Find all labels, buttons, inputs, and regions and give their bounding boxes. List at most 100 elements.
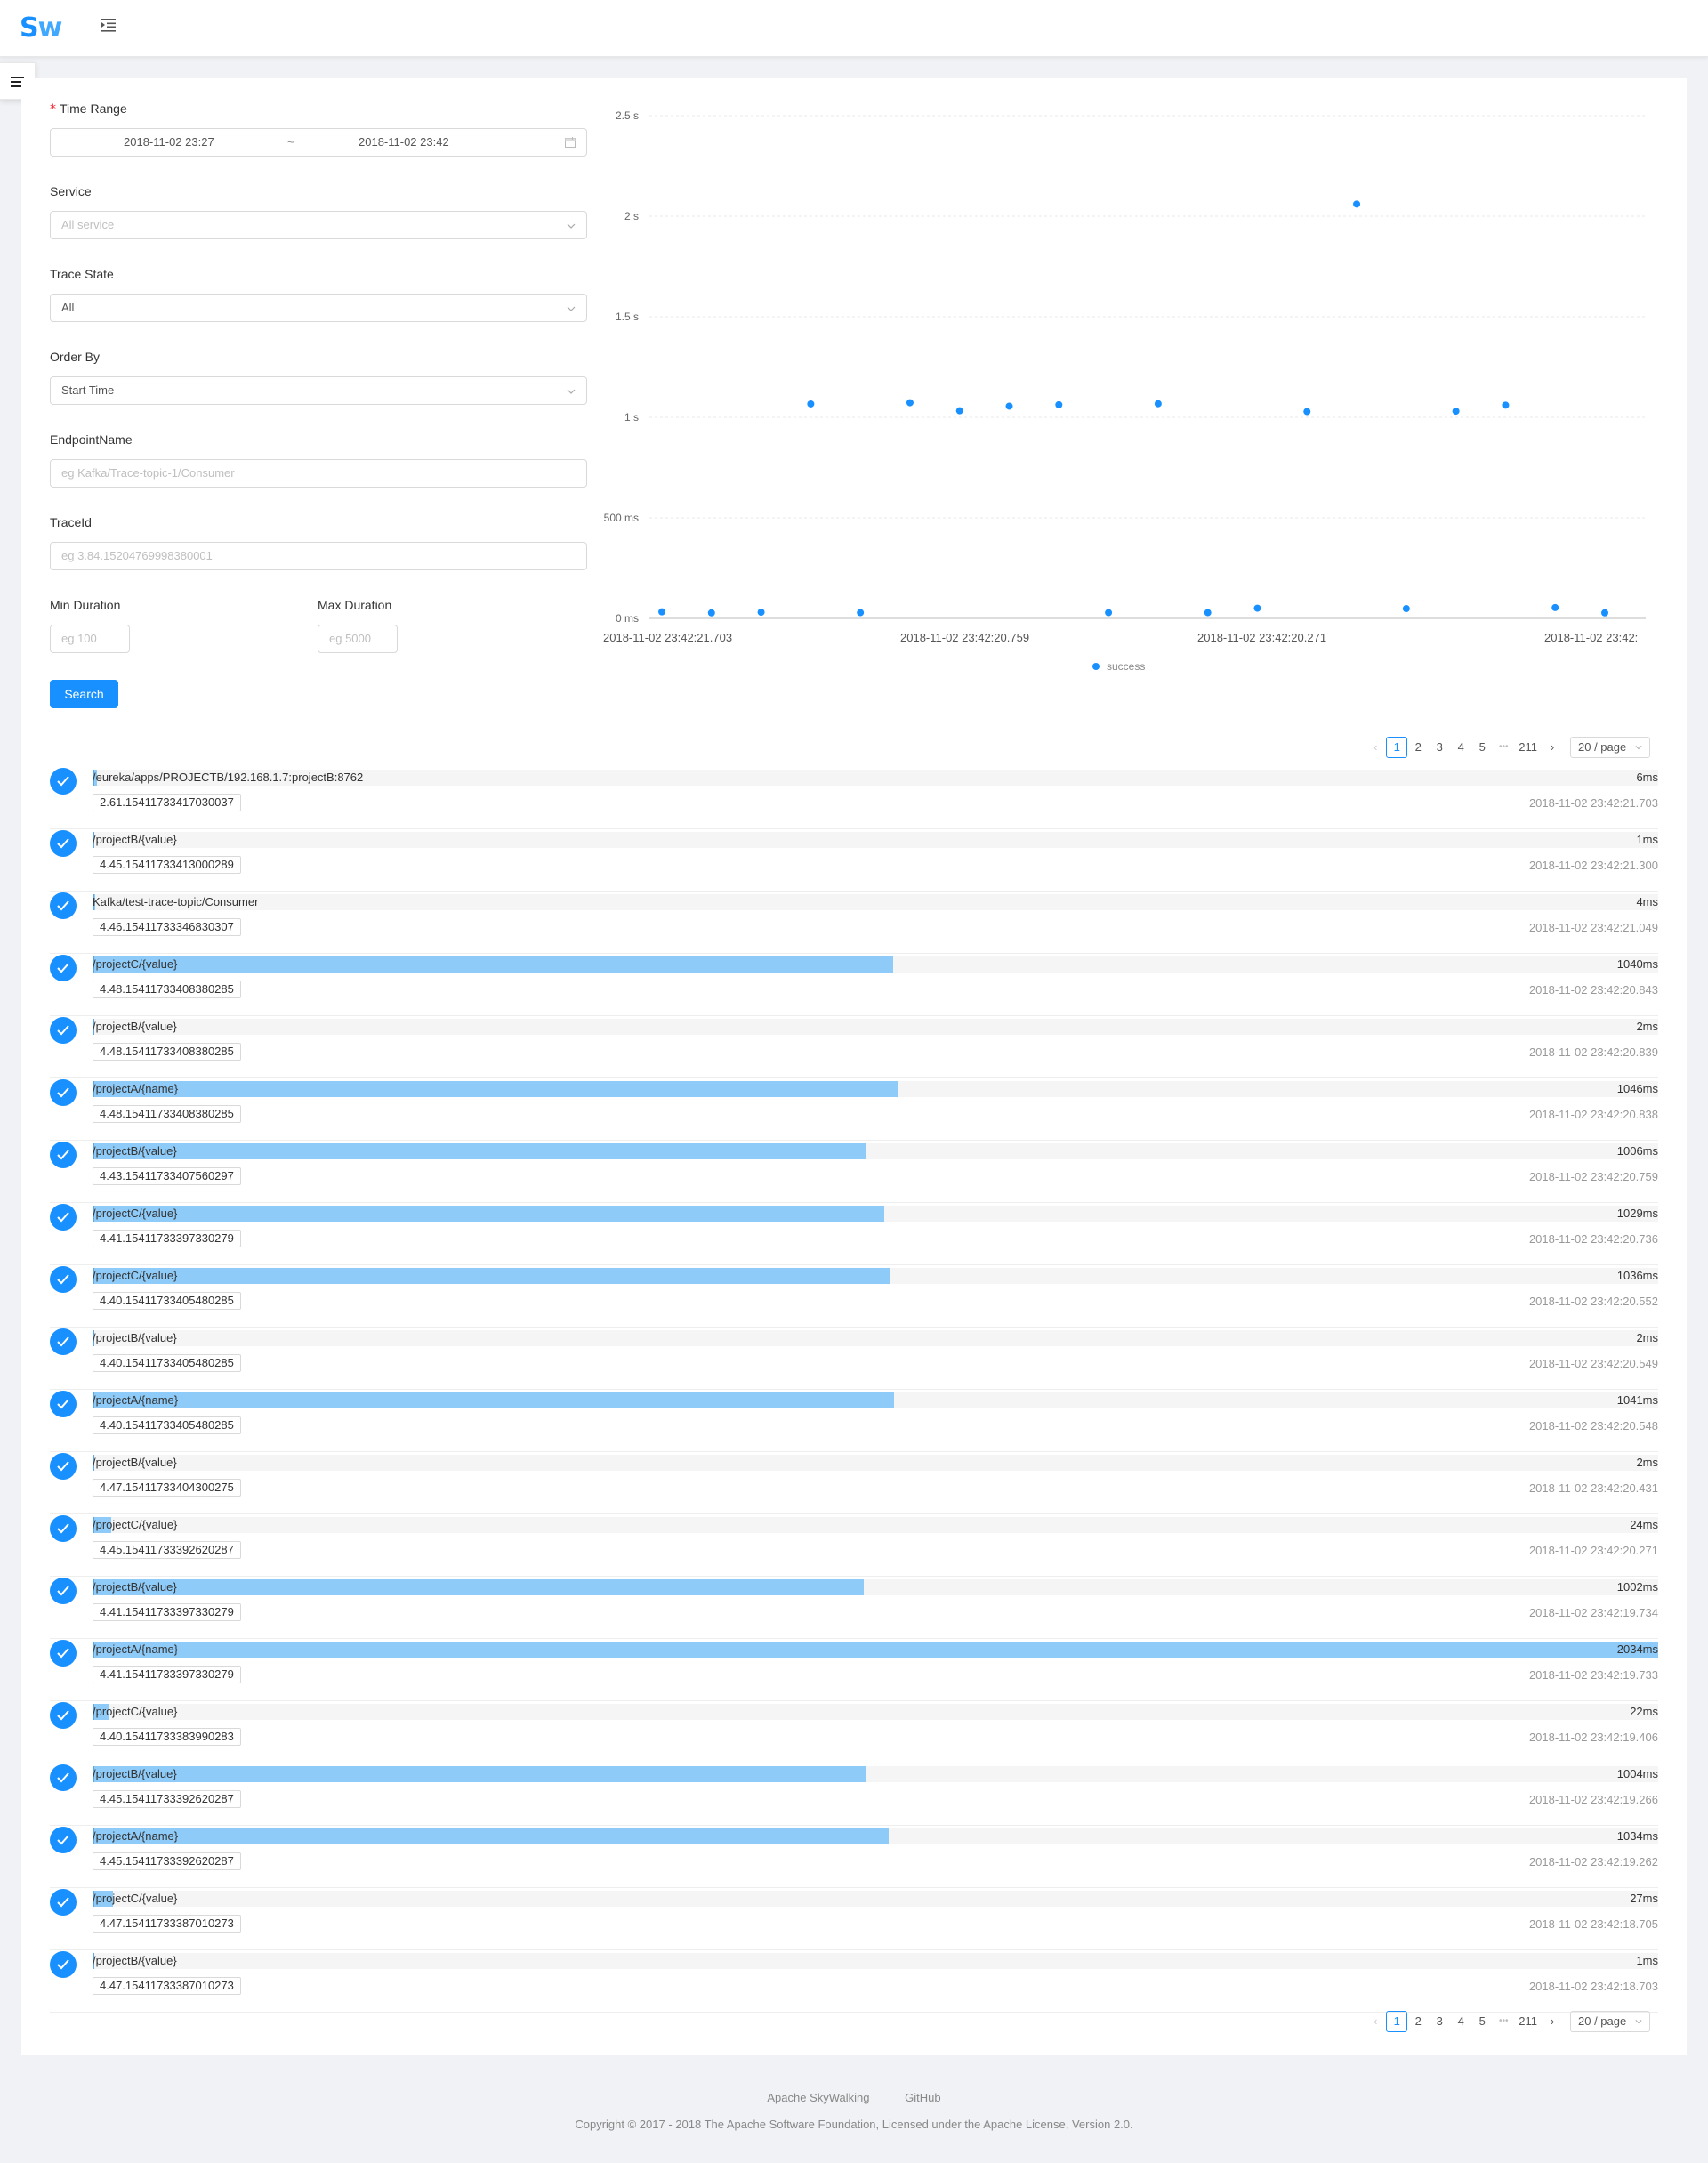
trace-endpoint[interactable]: /eureka/apps/PROJECTB/192.168.1.7:projec… — [93, 771, 364, 784]
trace-row[interactable]: /projectA/{name} 1041ms 4.40.1541173340548… — [50, 1390, 1658, 1452]
duration-point[interactable] — [1105, 609, 1113, 617]
skywalking-logo[interactable]: Sw — [20, 12, 62, 44]
skywalking-link[interactable]: Apache SkyWalking — [767, 2091, 870, 2104]
trace-id-tag[interactable]: 4.40.15411733405480285 — [93, 1354, 241, 1372]
order-by-select[interactable]: Start Time — [50, 376, 587, 405]
trace-endpoint[interactable]: /projectB/{value} — [93, 833, 177, 846]
min-duration-input[interactable]: eg 100 — [50, 625, 130, 653]
trace-row[interactable]: /projectB/{value} 2ms 4.47.154117334043002… — [50, 1452, 1658, 1514]
duration-point[interactable] — [1154, 400, 1162, 408]
page-5-button[interactable]: 5 — [1478, 740, 1486, 754]
github-link[interactable]: GitHub — [905, 2091, 941, 2104]
trace-id-tag[interactable]: 4.47.15411733404300275 — [93, 1479, 241, 1497]
trace-row[interactable]: /projectC/{value} 22ms 4.40.15411733383990… — [50, 1701, 1658, 1763]
trace-row[interactable]: /projectB/{value} 1006ms 4.43.154117334075… — [50, 1141, 1658, 1203]
duration-point[interactable] — [1551, 603, 1559, 611]
trace-id-tag[interactable]: 4.45.15411733392620287 — [93, 1541, 241, 1559]
trace-endpoint[interactable]: /projectA/{name} — [93, 1393, 179, 1407]
trace-row[interactable]: /projectC/{value} 27ms 4.47.15411733387010… — [50, 1888, 1658, 1950]
trace-endpoint[interactable]: /projectB/{value} — [93, 1331, 177, 1344]
trace-row[interactable]: /projectA/{name} 1034ms 4.45.1541173339262… — [50, 1826, 1658, 1888]
trace-row[interactable]: /eureka/apps/PROJECTB/192.168.1.7:projec… — [50, 767, 1658, 829]
trace-row[interactable]: /projectC/{value} 1040ms 4.48.154117334083… — [50, 954, 1658, 1016]
trace-id-tag[interactable]: 4.41.15411733397330279 — [93, 1603, 241, 1621]
trace-endpoint[interactable]: /projectA/{name} — [93, 1082, 179, 1095]
jump-next-button[interactable]: ••• — [1499, 742, 1509, 752]
duration-point[interactable] — [1303, 408, 1311, 416]
duration-point[interactable] — [757, 609, 765, 617]
page-2-button[interactable]: 2 — [1414, 2014, 1422, 2028]
trace-endpoint[interactable]: /projectC/{value} — [93, 957, 178, 971]
prev-page-button[interactable]: ‹ — [1374, 740, 1378, 754]
max-duration-input[interactable]: eg 5000 — [318, 625, 398, 653]
duration-point[interactable] — [807, 400, 815, 408]
trace-id-tag[interactable]: 2.61.15411733417030037 — [93, 794, 241, 811]
duration-point[interactable] — [1601, 609, 1608, 617]
next-page-button[interactable]: › — [1550, 740, 1555, 754]
trace-row[interactable]: Kafka/test-trace-topic/Consumer 4ms 4.46.1… — [50, 892, 1658, 954]
trace-state-select[interactable]: All — [50, 294, 587, 322]
trace-id-tag[interactable]: 4.41.15411733397330279 — [93, 1666, 241, 1683]
endpoint-input[interactable]: eg Kafka/Trace-topic-1/Consumer — [50, 459, 587, 488]
prev-page-button[interactable]: ‹ — [1374, 2014, 1378, 2028]
page-5-button[interactable]: 5 — [1478, 2014, 1486, 2028]
duration-point[interactable] — [1204, 609, 1212, 617]
duration-point[interactable] — [1353, 200, 1361, 208]
page-last-button[interactable]: 211 — [1519, 740, 1537, 754]
trace-endpoint[interactable]: /projectB/{value} — [93, 1954, 177, 1967]
trace-endpoint[interactable]: /projectA/{name} — [93, 1829, 179, 1843]
trace-id-tag[interactable]: 4.45.15411733413000289 — [93, 856, 241, 874]
legend-label[interactable]: success — [1107, 660, 1145, 673]
jump-next-button[interactable]: ••• — [1499, 2016, 1509, 2026]
trace-endpoint[interactable]: /projectC/{value} — [93, 1892, 178, 1905]
trace-id-tag[interactable]: 4.45.15411733392620287 — [93, 1790, 241, 1808]
page-4-button[interactable]: 4 — [1457, 2014, 1464, 2028]
time-range-start[interactable]: 2018-11-02 23:27 — [124, 135, 214, 149]
duration-point[interactable] — [906, 399, 914, 407]
duration-point[interactable] — [1253, 604, 1261, 612]
trace-row[interactable]: /projectB/{value} 1ms 4.47.154117333870102… — [50, 1950, 1658, 2013]
trace-endpoint[interactable]: /projectC/{value} — [93, 1518, 178, 1531]
trace-endpoint[interactable]: /projectC/{value} — [93, 1705, 178, 1718]
page-2-button[interactable]: 2 — [1414, 740, 1422, 754]
trace-row[interactable]: /projectB/{value} 1ms 4.45.154117334130002… — [50, 829, 1658, 892]
page-1-button[interactable]: 1 — [1386, 737, 1408, 758]
page-size-select[interactable]: 20 / page — [1570, 2011, 1650, 2032]
service-select[interactable]: All service — [50, 211, 587, 239]
menu-fold-icon[interactable] — [101, 18, 121, 36]
trace-id-tag[interactable]: 4.43.15411733407560297 — [93, 1167, 241, 1185]
trace-row[interactable]: /projectC/{value} 1036ms 4.40.154117334054… — [50, 1265, 1658, 1328]
trace-row[interactable]: /projectB/{value} 1004ms 4.45.154117333926… — [50, 1763, 1658, 1826]
time-range-picker[interactable]: 2018-11-02 23:27 ~ 2018-11-02 23:42 — [50, 128, 587, 157]
trace-id-tag[interactable]: 4.48.15411733408380285 — [93, 1043, 241, 1061]
duration-point[interactable] — [1055, 400, 1063, 408]
duration-point[interactable] — [1502, 401, 1510, 409]
trace-row[interactable]: /projectA/{name} 2034ms 4.41.1541173339733… — [50, 1639, 1658, 1701]
time-range-end[interactable]: 2018-11-02 23:42 — [359, 135, 449, 149]
duration-point[interactable] — [1452, 408, 1460, 416]
trace-endpoint[interactable]: /projectC/{value} — [93, 1269, 178, 1282]
duration-point[interactable] — [955, 407, 963, 415]
page-size-select[interactable]: 20 / page — [1570, 737, 1650, 758]
trace-id-tag[interactable]: 4.40.15411733405480285 — [93, 1292, 241, 1310]
trace-endpoint[interactable]: /projectB/{value} — [93, 1580, 177, 1594]
trace-id-tag[interactable]: 4.41.15411733397330279 — [93, 1230, 241, 1247]
trace-endpoint[interactable]: /projectB/{value} — [93, 1767, 177, 1780]
trace-id-tag[interactable]: 4.45.15411733392620287 — [93, 1852, 241, 1870]
page-last-button[interactable]: 211 — [1519, 2014, 1537, 2028]
page-3-button[interactable]: 3 — [1436, 2014, 1443, 2028]
trace-row[interactable]: /projectB/{value} 2ms 4.48.154117334083802… — [50, 1016, 1658, 1078]
trace-id-tag[interactable]: 4.48.15411733408380285 — [93, 1105, 241, 1123]
trace-id-tag[interactable]: 4.48.15411733408380285 — [93, 981, 241, 998]
trace-endpoint[interactable]: /projectC/{value} — [93, 1207, 178, 1220]
trace-endpoint[interactable]: /projectB/{value} — [93, 1456, 177, 1469]
trace-id-tag[interactable]: 4.46.15411733346830307 — [93, 918, 241, 936]
duration-point[interactable] — [707, 609, 715, 617]
trace-row[interactable]: /projectB/{value} 2ms 4.40.154117334054802… — [50, 1328, 1658, 1390]
duration-point[interactable] — [658, 608, 665, 616]
duration-point[interactable] — [857, 609, 865, 617]
trace-id-tag[interactable]: 4.40.15411733383990283 — [93, 1728, 241, 1746]
page-3-button[interactable]: 3 — [1436, 740, 1443, 754]
trace-id-input[interactable]: eg 3.84.15204769998380001 — [50, 542, 587, 570]
search-button[interactable]: Search — [50, 680, 118, 708]
